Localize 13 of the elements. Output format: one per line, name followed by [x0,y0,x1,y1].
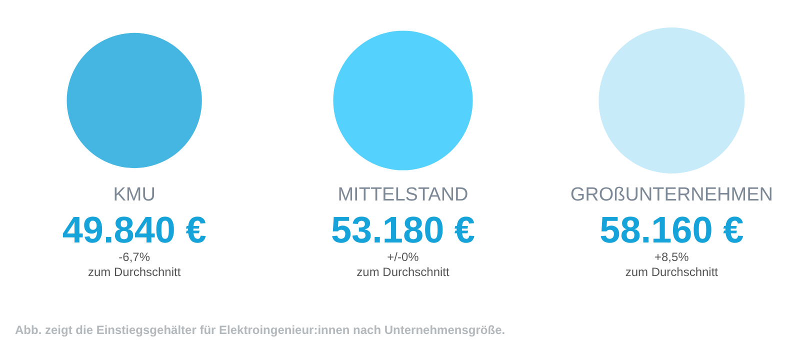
data-label: 53.180 € [330,210,476,250]
text: zum Durchschnitt [356,265,450,279]
category-label: KMU [113,184,156,206]
category-label: GROßUNTERNEHMEN [570,184,774,206]
text: +/-0% [387,250,419,264]
category-label: MITTELSTAND [338,184,468,206]
text: -6,7% [118,250,150,264]
text: zum Durchschnitt [625,265,718,279]
data-label: 49.840 € [62,210,206,250]
data-label: 58.160 € [600,210,744,250]
text: Abb. zeigt die Einstiegsgehälter für Elektroingenieur:innen nach Unternehmensgröße. [15,323,506,337]
text: zum Durchschnitt [88,265,181,279]
text: +8,5% [654,250,689,264]
